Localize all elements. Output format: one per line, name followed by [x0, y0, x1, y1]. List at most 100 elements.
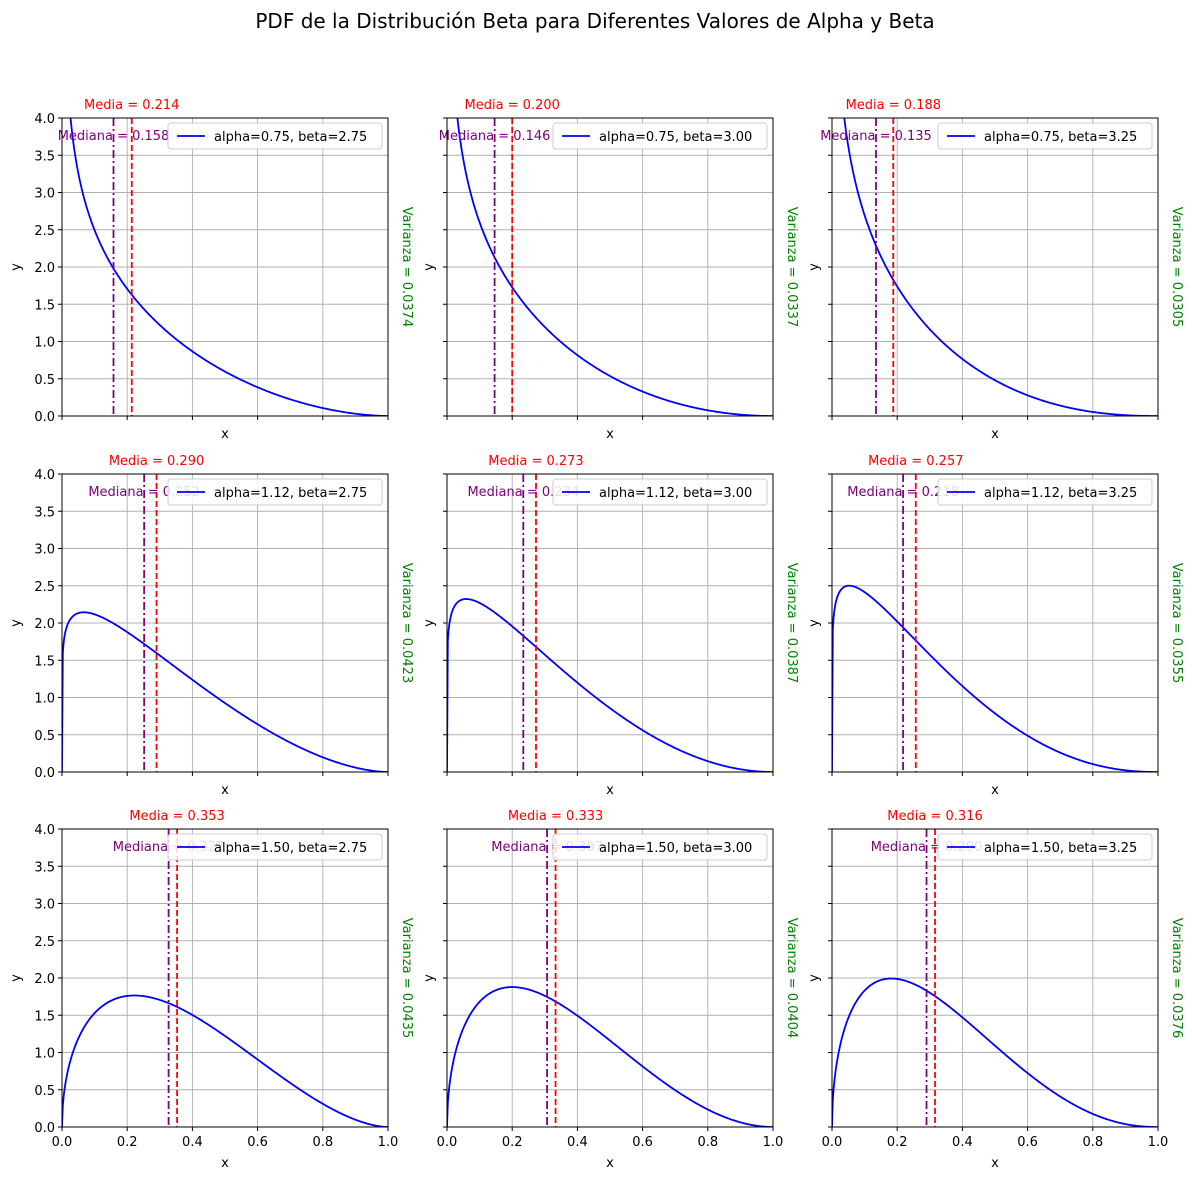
- x-tick-label: 0.2: [887, 1135, 908, 1150]
- subplot: Mediana = 0.290 alpha=1.50, beta=3.25Medi…: [807, 809, 1184, 1171]
- x-tick-label: 1.0: [378, 1135, 399, 1150]
- x-axis-label: x: [606, 427, 614, 442]
- y-tick-label: 3.0: [34, 543, 55, 558]
- legend-box: [167, 478, 383, 506]
- variance-label: Varianza = 0.0376: [1169, 918, 1184, 1038]
- subplot: Mediana = 0.158 alpha=0.75, beta=2.75 Medi…: [9, 98, 414, 442]
- x-tick-label: 0.2: [502, 1135, 523, 1150]
- legend-box: [552, 478, 768, 506]
- median-label: Mediana = 0.135: [820, 129, 932, 144]
- mean-label: Media = 0.257: [868, 454, 963, 469]
- median-label: Mediana = 0.234: [467, 485, 579, 500]
- x-axis-label: x: [221, 427, 229, 442]
- x-tick-label: 0.6: [1017, 1135, 1038, 1150]
- x-tick-label: 0.8: [697, 1135, 718, 1150]
- pdf-line: [447, 598, 773, 772]
- legend-label: alpha=1.12, beta=2.75: [214, 486, 367, 501]
- subplot: Mediana = 0.218 alpha=1.12, beta=3.25 Medi…: [807, 454, 1184, 798]
- y-axis-label: y: [9, 974, 24, 982]
- pdf-line: [832, 977, 1158, 1127]
- y-tick-label: 1.5: [34, 654, 55, 669]
- mean-label: Media = 0.290: [109, 454, 204, 469]
- y-tick-label: 1.0: [34, 692, 55, 707]
- y-axis-label: y: [9, 263, 24, 271]
- y-axis-label: y: [422, 974, 437, 982]
- mean-label: Media = 0.200: [464, 98, 559, 113]
- y-tick-label: 4.0: [34, 823, 55, 838]
- y-axis-label: y: [807, 263, 822, 271]
- legend-label: alpha=1.12, beta=3.00: [599, 486, 752, 501]
- y-tick-label: 0.5: [34, 373, 55, 388]
- x-tick-label: 0.2: [117, 1135, 138, 1150]
- median-label: Mediana = 0.158: [58, 129, 170, 144]
- y-tick-label: 3.5: [34, 505, 55, 520]
- y-tick-label: 3.5: [34, 149, 55, 164]
- figure-title: PDF de la Distribución Beta para Diferen…: [255, 9, 934, 33]
- variance-label: Varianza = 0.0423: [399, 563, 414, 683]
- y-tick-label: 3.0: [34, 187, 55, 202]
- y-axis-label: y: [807, 619, 822, 627]
- pdf-line: [832, 584, 1158, 772]
- legend-box: [167, 122, 383, 150]
- x-axis-label: x: [991, 427, 999, 442]
- y-tick-label: 2.0: [34, 261, 55, 276]
- mean-label: Media = 0.353: [129, 809, 224, 824]
- legend-label: alpha=1.12, beta=3.25: [984, 486, 1137, 501]
- x-tick-label: 1.0: [763, 1135, 784, 1150]
- mean-label: Media = 0.333: [508, 809, 603, 824]
- legend-box: [167, 833, 383, 861]
- x-tick-label: 0.8: [312, 1135, 333, 1150]
- pdf-line: [843, 118, 1158, 416]
- legend-label: alpha=1.50, beta=3.00: [599, 841, 752, 856]
- legend-label: alpha=0.75, beta=2.75: [214, 130, 367, 145]
- legend-label: alpha=1.50, beta=3.25: [984, 841, 1137, 856]
- y-tick-label: 1.0: [34, 336, 55, 351]
- legend-label: alpha=1.50, beta=2.75: [214, 841, 367, 856]
- variance-label: Varianza = 0.0435: [399, 918, 414, 1038]
- x-axis-label: x: [221, 1156, 229, 1171]
- subplot: Mediana = 0.135 alpha=0.75, beta=3.25 Medi…: [807, 98, 1184, 442]
- x-tick-label: 0.4: [952, 1135, 973, 1150]
- mean-label: Media = 0.273: [488, 454, 583, 469]
- x-tick-label: 0.0: [437, 1135, 458, 1150]
- y-tick-label: 2.0: [34, 617, 55, 632]
- variance-label: Varianza = 0.0374: [399, 207, 414, 327]
- y-tick-label: 4.0: [34, 112, 55, 127]
- x-tick-label: 1.0: [1148, 1135, 1169, 1150]
- y-tick-label: 1.5: [34, 298, 55, 313]
- y-tick-label: 2.5: [34, 935, 55, 950]
- variance-label: Varianza = 0.0387: [784, 563, 799, 683]
- subplot-grid: Mediana = 0.158 alpha=0.75, beta=2.75 Medi…: [9, 98, 1184, 1171]
- x-axis-label: x: [991, 783, 999, 798]
- pdf-line: [456, 118, 773, 416]
- y-tick-label: 3.5: [34, 860, 55, 875]
- y-tick-label: 2.0: [34, 972, 55, 987]
- x-tick-label: 0.0: [822, 1135, 843, 1150]
- legend-label: alpha=0.75, beta=3.25: [984, 130, 1137, 145]
- y-tick-label: 2.5: [34, 224, 55, 239]
- mean-label: Media = 0.316: [887, 809, 982, 824]
- y-tick-label: 1.5: [34, 1009, 55, 1024]
- y-axis-label: y: [422, 263, 437, 271]
- subplot: Mediana = 0.252 alpha=1.12, beta=2.75Medi…: [9, 454, 414, 798]
- x-tick-label: 0.8: [1082, 1135, 1103, 1150]
- y-axis-label: y: [422, 619, 437, 627]
- legend-box: [552, 122, 768, 150]
- x-tick-label: 0.4: [567, 1135, 588, 1150]
- legend-box: [552, 833, 768, 861]
- subplot: Mediana = 0.327alpha=1.50, beta=2.75Medi…: [9, 809, 414, 1171]
- median-label: Mediana = 0.146: [439, 129, 551, 144]
- y-tick-label: 0.0: [34, 410, 55, 425]
- y-tick-label: 2.5: [34, 580, 55, 595]
- legend-box: [937, 122, 1153, 150]
- y-axis-label: y: [9, 619, 24, 627]
- median-label: Mediana = 0.218: [847, 485, 959, 500]
- x-tick-label: 0.6: [247, 1135, 268, 1150]
- y-tick-label: 0.5: [34, 729, 55, 744]
- x-axis-label: x: [606, 1156, 614, 1171]
- x-axis-label: x: [221, 783, 229, 798]
- y-tick-label: 4.0: [34, 468, 55, 483]
